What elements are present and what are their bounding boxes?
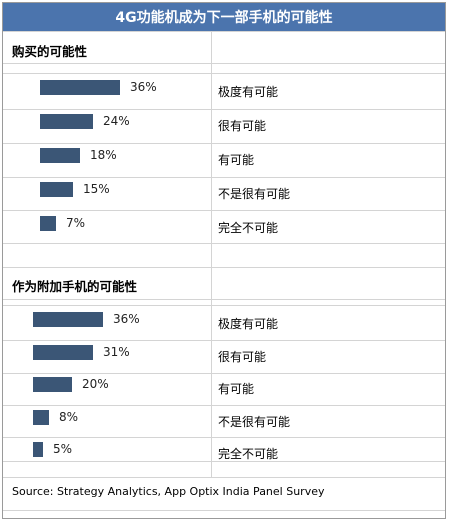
grid-line [3, 143, 445, 144]
data-label: 36% [130, 80, 157, 94]
grid-line [3, 73, 445, 74]
grid-line [3, 267, 445, 268]
grid-line [3, 243, 445, 244]
data-label: 18% [90, 148, 117, 162]
category-label: 有可能 [218, 382, 255, 396]
source-note: Source: Strategy Analytics, App Optix In… [12, 485, 325, 498]
grid-line [3, 373, 445, 374]
grid-line [3, 299, 445, 300]
data-label: 5% [53, 442, 73, 456]
column-divider [211, 31, 212, 477]
category-label: 极度有可能 [218, 317, 279, 331]
data-label: 15% [83, 182, 110, 196]
grid-line [3, 31, 445, 32]
section-title-purchase: 购买的可能性 [12, 44, 88, 59]
category-label: 完全不可能 [218, 447, 279, 461]
bar [40, 216, 56, 231]
category-label: 有可能 [218, 153, 255, 167]
category-label: 很有可能 [218, 119, 267, 133]
section-title-additional: 作为附加手机的可能性 [12, 279, 138, 294]
grid-line [3, 109, 445, 110]
bar [40, 80, 120, 95]
category-label: 不是很有可能 [218, 187, 291, 201]
data-label: 24% [103, 114, 130, 128]
grid-line [3, 305, 445, 306]
category-label: 完全不可能 [218, 221, 279, 235]
bar [33, 442, 43, 457]
category-label: 极度有可能 [218, 85, 279, 99]
bar [33, 312, 103, 327]
grid-line [3, 477, 445, 478]
data-label: 31% [103, 345, 130, 359]
bar [33, 410, 49, 425]
grid-line [3, 177, 445, 178]
grid-line [3, 210, 445, 211]
bar [40, 182, 73, 197]
bar [40, 148, 80, 163]
data-label: 20% [82, 377, 109, 391]
grid-line [3, 461, 445, 462]
data-label: 7% [66, 216, 86, 230]
chart-title: 4G功能机成为下一部手机的可能性 [115, 10, 333, 26]
grid-line [3, 510, 445, 511]
data-label: 8% [59, 410, 79, 424]
bar [33, 345, 93, 360]
grid-line [3, 405, 445, 406]
grid-line [3, 437, 445, 438]
bar [40, 114, 93, 129]
chart-header: 4G功能机成为下一部手机的可能性 [3, 3, 445, 32]
data-label: 36% [113, 312, 140, 326]
chart-table-frame: 4G功能机成为下一部手机的可能性 购买的可能性 作为附加手机的可能性 Sourc… [2, 2, 446, 519]
category-label: 很有可能 [218, 350, 267, 364]
grid-line [3, 63, 445, 64]
category-label: 不是很有可能 [218, 415, 291, 429]
bar [33, 377, 72, 392]
grid-line [3, 340, 445, 341]
